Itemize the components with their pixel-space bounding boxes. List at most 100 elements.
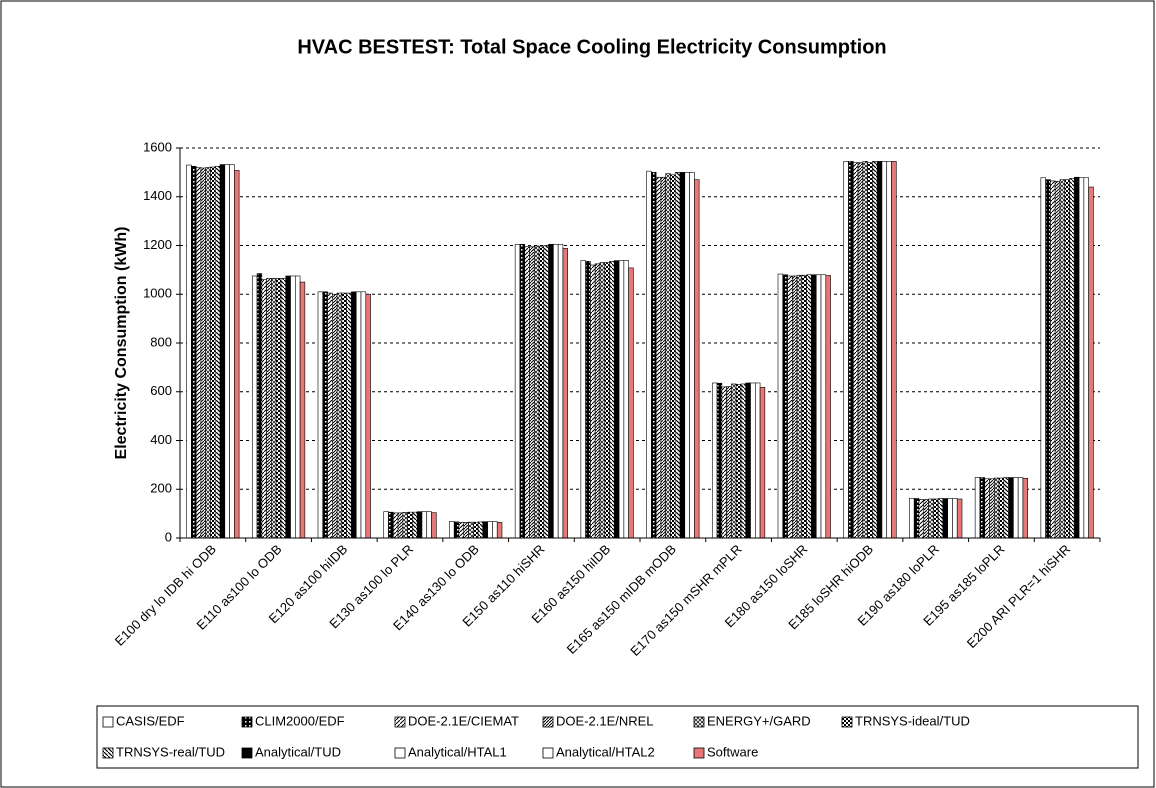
bar [618,260,625,539]
bar [942,498,948,539]
bar [952,498,958,539]
legend-label: DOE-2.1E/NREL [556,713,654,728]
bar [1078,177,1085,539]
bar [867,162,873,539]
bar [956,498,963,539]
bar [777,273,784,539]
bar [614,260,620,539]
y-tick-label: 600 [150,383,172,398]
bar [449,521,455,539]
bar [336,292,343,539]
bar [848,161,854,539]
bar [651,172,657,539]
legend-swatch [394,716,406,728]
bar [562,248,569,539]
bar [740,383,747,539]
legend-label: CLIM2000/EDF [255,713,345,728]
bar [623,260,629,539]
bar [974,477,981,539]
bar [604,262,610,539]
bar [355,291,362,539]
bar [487,521,493,539]
bar [332,293,338,539]
bar [993,477,1000,539]
bar [735,384,742,539]
bar [543,245,549,539]
legend-label: Analytical/HTAL2 [556,744,655,759]
bar [806,274,812,539]
bar [796,274,803,539]
bar [214,165,221,539]
bar [655,176,662,539]
bar [590,264,596,539]
bar [872,161,878,539]
bar [1017,477,1024,539]
bar [998,477,1005,539]
bar [1083,177,1089,539]
bar [801,274,807,539]
bar [918,499,925,539]
bar [684,172,690,539]
bar [407,511,413,539]
bar [679,172,686,539]
legend-swatch [841,716,853,728]
y-axis-label: Electricity Consumption (kWh) [113,227,130,460]
bar [473,521,479,539]
bar [519,243,526,539]
legend-swatch [693,747,705,759]
legend-label: DOE-2.1E/CIEMAT [408,713,519,728]
bar [557,243,564,539]
bar [458,522,465,539]
bar [782,274,788,539]
bar [857,162,864,539]
bar [290,275,296,539]
y-tick-label: 1000 [143,286,172,301]
bar [1050,180,1056,539]
bar [1045,179,1051,539]
bar [210,166,216,539]
bar [891,161,897,539]
bar [548,243,554,539]
legend-label: Analytical/HTAL1 [408,744,507,759]
legend-swatch [241,747,253,759]
legend-label: TRNSYS-ideal/TUD [855,713,970,728]
bar [825,275,831,539]
bar [346,292,352,539]
bar [937,498,944,539]
bar [670,174,676,539]
bar [538,246,545,539]
bar [299,281,306,539]
bar [694,179,700,539]
bar [234,170,240,539]
legend-swatch [394,747,406,759]
bar [186,164,192,539]
bar [529,246,535,539]
bar [261,279,267,539]
bar [533,245,540,539]
bar [294,275,301,539]
bar [989,478,995,539]
legend-label: Software [707,744,758,759]
bar [341,292,347,539]
legend-box [96,705,1139,769]
bar [397,512,404,539]
legend-swatch [241,716,253,728]
bar [256,273,263,539]
bar [852,162,859,539]
bar [351,291,357,539]
bar [815,274,822,539]
bar [933,498,939,539]
y-tick-label: 1200 [143,237,172,252]
bar [251,275,258,539]
bar [923,499,929,539]
y-tick-label: 0 [165,529,172,544]
bar [388,511,394,539]
bar [383,511,389,539]
bar [820,274,827,539]
bar [750,382,756,539]
y-tick-label: 400 [150,432,172,447]
chart-title: HVAC BESTEST: Total Space Cooling Electr… [297,36,886,58]
bar [792,275,798,539]
bar [628,267,634,539]
bar [1064,179,1070,539]
